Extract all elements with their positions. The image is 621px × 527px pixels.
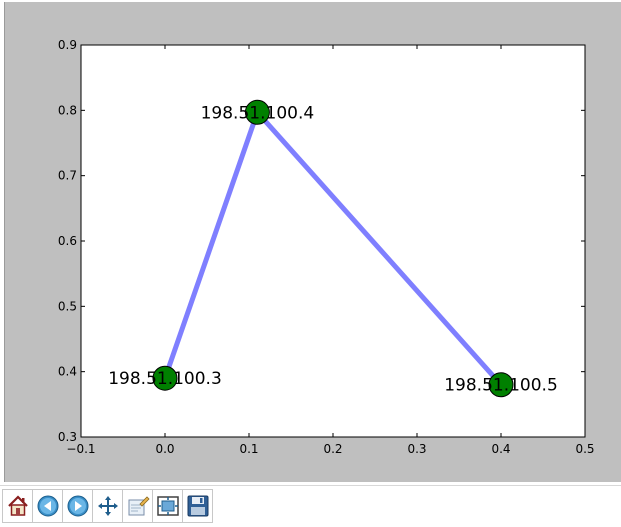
y-tick-label: 0.6 [58, 234, 77, 248]
edit-button[interactable] [123, 490, 153, 522]
graph-node [152, 365, 178, 391]
back-button[interactable] [33, 490, 63, 522]
graph-node [488, 372, 514, 398]
save-button[interactable] [183, 490, 213, 522]
y-tick-label: 0.5 [58, 299, 77, 313]
move-arrows-icon [97, 496, 118, 516]
edit-icon [128, 496, 150, 516]
navigation-toolbar [0, 485, 621, 527]
y-tick-label: 0.3 [58, 430, 77, 444]
x-tick-label: 0.4 [491, 442, 510, 456]
arrow-left-icon [37, 495, 58, 517]
x-tick-label: 0.2 [323, 442, 342, 456]
pan-button[interactable] [93, 490, 123, 522]
home-button[interactable] [3, 490, 33, 522]
y-tick-label: 0.7 [58, 169, 77, 183]
y-tick-label: 0.9 [58, 38, 77, 52]
x-tick-label: 0.0 [155, 442, 174, 456]
y-tick-label: 0.4 [58, 365, 77, 379]
node-label: 198.51.100.4 [201, 103, 315, 123]
graph-edge [255, 110, 503, 387]
graph-node [244, 99, 270, 125]
save-disk-icon [187, 495, 208, 517]
subplots-button[interactable] [153, 490, 183, 522]
x-tick-label: 0.5 [575, 442, 594, 456]
x-tick-label: −0.1 [66, 442, 95, 456]
x-tick-label: 0.3 [407, 442, 426, 456]
forward-button[interactable] [63, 490, 93, 522]
home-icon [7, 495, 28, 516]
graph-edge [162, 111, 260, 380]
y-tick-label: 0.8 [58, 103, 77, 117]
node-label: 198.51.100.3 [108, 369, 222, 389]
arrow-right-icon [67, 495, 88, 517]
x-tick-label: 0.1 [239, 442, 258, 456]
figure-canvas[interactable]: 198.51.100.3 198.51.100.4 198.51.100.5 −0.1… [4, 2, 621, 482]
network-plot: 198.51.100.3 198.51.100.4 198.51.100.5 −0.1… [58, 38, 595, 456]
subplots-icon [156, 496, 179, 516]
node-label: 198.51.100.5 [444, 376, 558, 396]
